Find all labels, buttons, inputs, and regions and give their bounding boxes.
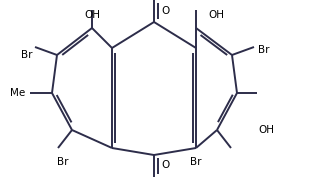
Text: Br: Br bbox=[20, 50, 32, 60]
Text: Br: Br bbox=[258, 45, 269, 55]
Text: OH: OH bbox=[258, 125, 274, 135]
Text: OH: OH bbox=[84, 10, 100, 20]
Text: Br: Br bbox=[57, 157, 69, 167]
Text: Br: Br bbox=[190, 157, 202, 167]
Text: OH: OH bbox=[208, 10, 224, 20]
Text: O: O bbox=[161, 160, 169, 170]
Text: O: O bbox=[161, 6, 169, 16]
Text: Me: Me bbox=[10, 88, 25, 98]
